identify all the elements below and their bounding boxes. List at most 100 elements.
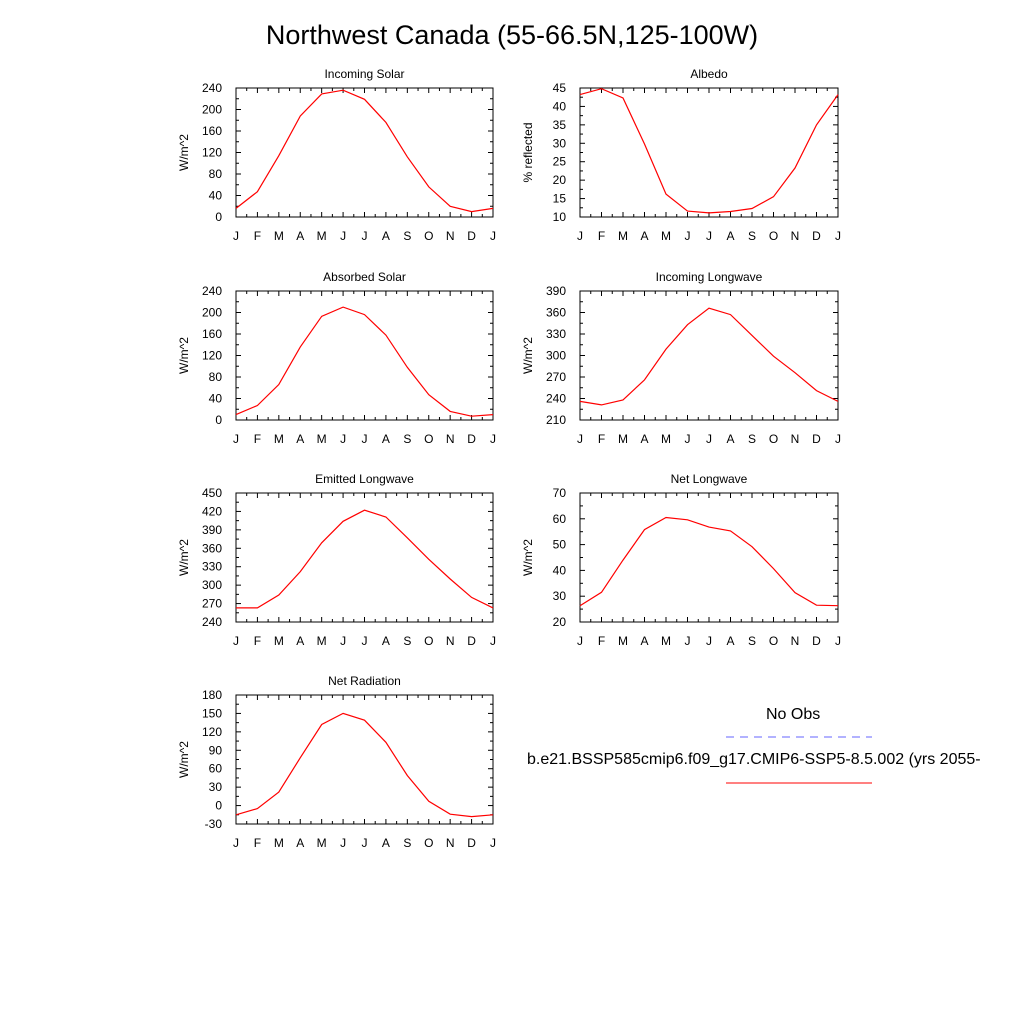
x-tick-label: J xyxy=(706,229,712,243)
y-tick-label: 330 xyxy=(202,560,222,574)
x-tick-label: M xyxy=(661,634,671,648)
x-tick-label: J xyxy=(362,634,368,648)
x-tick-label: A xyxy=(640,229,648,243)
x-tick-label: J xyxy=(340,634,346,648)
x-tick-label: N xyxy=(791,229,800,243)
plot-frame xyxy=(235,87,494,218)
y-tick-label: 120 xyxy=(202,146,222,160)
y-tick-label: 30 xyxy=(553,589,567,603)
series-line xyxy=(236,509,494,609)
y-tick-label: 40 xyxy=(553,99,567,113)
x-tick-label: A xyxy=(296,229,304,243)
x-tick-label: F xyxy=(598,432,605,446)
x-tick-label: N xyxy=(446,432,455,446)
y-axis-label: W/m^2 xyxy=(177,741,191,778)
x-tick-label: A xyxy=(382,432,390,446)
y-tick-label: 0 xyxy=(215,210,222,224)
x-tick-label: D xyxy=(467,229,476,243)
x-tick-label: A xyxy=(640,634,648,648)
x-tick-label: D xyxy=(812,634,821,648)
x-tick-label: M xyxy=(618,432,628,446)
x-tick-label: D xyxy=(467,836,476,850)
x-tick-label: S xyxy=(748,634,756,648)
y-tick-label: 40 xyxy=(209,189,223,203)
x-tick-label: J xyxy=(362,432,368,446)
chart-title: Incoming Solar xyxy=(324,67,404,81)
y-axis-label: W/m^2 xyxy=(521,539,535,576)
y-tick-label: 120 xyxy=(202,725,222,739)
x-tick-label: A xyxy=(382,836,390,850)
x-tick-label: D xyxy=(467,634,476,648)
plot-frame xyxy=(579,87,839,218)
x-tick-label: F xyxy=(254,229,261,243)
y-tick-label: 210 xyxy=(546,413,566,427)
y-axis-label: W/m^2 xyxy=(177,337,191,374)
series-line xyxy=(235,89,494,213)
x-tick-label: O xyxy=(424,836,433,850)
x-tick-label: O xyxy=(769,432,778,446)
y-tick-label: 240 xyxy=(202,284,222,298)
x-tick-label: M xyxy=(618,634,628,648)
x-tick-label: M xyxy=(274,432,284,446)
x-tick-label: J xyxy=(835,432,841,446)
series-line xyxy=(579,88,839,214)
y-tick-label: 60 xyxy=(209,762,223,776)
x-tick-label: N xyxy=(791,432,800,446)
x-tick-label: S xyxy=(403,634,411,648)
y-tick-label: 450 xyxy=(202,486,222,500)
x-tick-label: A xyxy=(726,634,734,648)
plot-frame xyxy=(235,694,494,825)
x-tick-label: J xyxy=(685,634,691,648)
y-tick-label: 160 xyxy=(202,327,222,341)
y-axis-label: W/m^2 xyxy=(177,134,191,171)
y-tick-label: 40 xyxy=(553,563,567,577)
x-tick-label: M xyxy=(274,836,284,850)
x-tick-label: O xyxy=(769,634,778,648)
y-axis-label: % reflected xyxy=(521,122,535,182)
x-tick-label: A xyxy=(726,229,734,243)
y-tick-label: 80 xyxy=(209,370,223,384)
x-tick-label: A xyxy=(382,229,390,243)
y-tick-label: 25 xyxy=(553,155,567,169)
y-tick-label: 80 xyxy=(209,167,223,181)
y-tick-label: 240 xyxy=(202,81,222,95)
x-tick-label: M xyxy=(618,229,628,243)
x-tick-label: J xyxy=(835,229,841,243)
y-tick-label: 120 xyxy=(202,349,222,363)
y-tick-label: 45 xyxy=(553,81,567,95)
y-tick-label: 0 xyxy=(215,413,222,427)
y-tick-label: -30 xyxy=(205,817,223,831)
x-tick-label: J xyxy=(490,432,496,446)
legend-model-label: b.e21.BSSP585cmip6.f09_g17.CMIP6-SSP5-8.… xyxy=(527,751,981,768)
y-tick-label: 200 xyxy=(202,306,222,320)
x-tick-label: A xyxy=(296,836,304,850)
y-tick-label: 270 xyxy=(202,597,222,611)
chart-title: Incoming Longwave xyxy=(656,270,763,284)
x-tick-label: S xyxy=(748,229,756,243)
x-tick-label: J xyxy=(577,634,583,648)
x-tick-label: A xyxy=(640,432,648,446)
x-tick-label: M xyxy=(661,432,671,446)
page-title: Northwest Canada (55-66.5N,125-100W) xyxy=(265,20,759,50)
x-tick-label: J xyxy=(685,432,691,446)
x-tick-label: N xyxy=(446,836,455,850)
y-tick-label: 70 xyxy=(553,486,567,500)
x-tick-label: N xyxy=(791,634,800,648)
x-tick-label: A xyxy=(296,432,304,446)
chart-title: Absorbed Solar xyxy=(323,270,406,284)
y-tick-label: 240 xyxy=(202,615,222,629)
y-tick-label: 420 xyxy=(202,504,222,518)
x-tick-label: M xyxy=(274,229,284,243)
x-tick-label: S xyxy=(403,836,411,850)
plot-frame xyxy=(235,492,494,623)
y-tick-label: 40 xyxy=(209,392,223,406)
x-tick-label: J xyxy=(685,229,691,243)
x-tick-label: F xyxy=(254,634,261,648)
x-tick-label: S xyxy=(403,229,411,243)
x-tick-label: J xyxy=(340,229,346,243)
y-tick-label: 300 xyxy=(202,578,222,592)
y-tick-label: 35 xyxy=(553,118,567,132)
